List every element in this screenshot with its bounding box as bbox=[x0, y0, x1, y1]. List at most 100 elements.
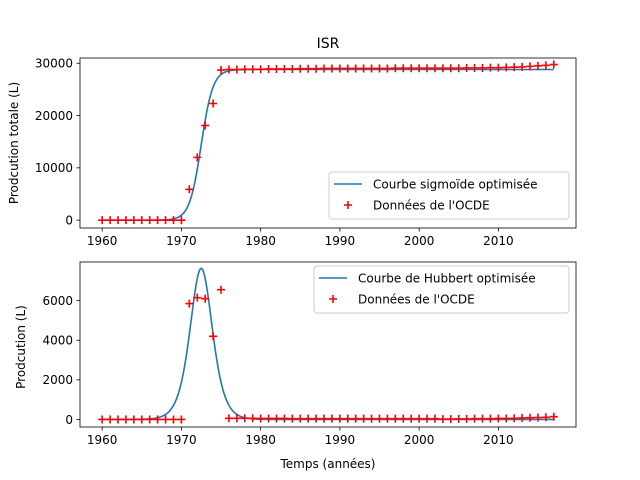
top-data-point bbox=[248, 65, 257, 74]
bottom-data-point bbox=[423, 414, 432, 423]
top-data-point bbox=[359, 64, 368, 73]
bottom-x-tick-label: 1970 bbox=[166, 433, 197, 447]
bottom-legend: Courbe de Hubbert optimisée Données de l… bbox=[313, 265, 570, 314]
bottom-subplot: Prodcution (L) Temps (années) 1960 1970 19… bbox=[14, 261, 577, 471]
bottom-data-point bbox=[518, 413, 527, 422]
top-data-point bbox=[121, 216, 130, 225]
bottom-data-point bbox=[375, 414, 384, 423]
top-data-point bbox=[177, 216, 186, 225]
top-data-point bbox=[161, 216, 170, 225]
bottom-y-tick-label: 0 bbox=[65, 413, 73, 427]
top-data-point bbox=[510, 63, 519, 72]
bottom-data-point bbox=[280, 414, 289, 423]
bottom-y-tick-label: 4000 bbox=[42, 334, 73, 348]
top-data-point bbox=[335, 64, 344, 73]
top-axes-frame bbox=[79, 57, 577, 229]
top-data-point bbox=[296, 64, 305, 73]
bottom-y-tick-label: 2000 bbox=[42, 373, 73, 387]
top-data-point bbox=[526, 62, 535, 71]
top-data-point bbox=[217, 66, 226, 75]
bottom-data-point bbox=[177, 415, 186, 424]
top-subplot: ISR Prodcution totale (L) 1960 1970 1980 19… bbox=[7, 36, 577, 248]
bottom-data-point bbox=[240, 414, 249, 423]
top-data-point bbox=[312, 64, 321, 73]
top-x-tick-label: 1990 bbox=[325, 234, 356, 248]
bottom-data-point bbox=[549, 412, 558, 421]
top-data-point bbox=[98, 216, 107, 225]
bottom-data-point bbox=[224, 414, 233, 423]
bottom-data-point bbox=[185, 299, 194, 308]
bottom-data-point bbox=[359, 414, 368, 423]
bottom-data-point bbox=[470, 414, 479, 423]
bottom-x-tick-label: 2010 bbox=[483, 433, 514, 447]
top-data-point bbox=[367, 64, 376, 73]
top-data-point bbox=[486, 63, 495, 72]
bottom-y-tick-label: 6000 bbox=[42, 294, 73, 308]
top-data-point bbox=[185, 185, 194, 194]
bottom-data-point bbox=[320, 414, 329, 423]
bottom-data-point bbox=[153, 415, 162, 424]
top-x-tick-label: 1970 bbox=[166, 234, 197, 248]
top-series-line bbox=[102, 68, 554, 221]
top-data-point bbox=[280, 64, 289, 73]
top-chart-title: ISR bbox=[317, 36, 340, 52]
top-data-point bbox=[320, 64, 329, 73]
top-data-point bbox=[209, 99, 218, 108]
top-legend-scatter-label: Données de l'OCDE bbox=[373, 199, 490, 213]
top-data-point bbox=[129, 216, 138, 225]
top-data-point bbox=[288, 64, 297, 73]
bottom-data-point bbox=[193, 293, 202, 302]
bottom-data-point bbox=[399, 414, 408, 423]
bottom-data-point bbox=[541, 413, 550, 422]
bottom-data-point bbox=[335, 414, 344, 423]
top-data-point bbox=[391, 64, 400, 73]
top-data-point bbox=[256, 65, 265, 74]
bottom-plot-area: 1960 1970 1980 1990 2000 2010 0 2000 4000 6000 bbox=[42, 261, 577, 447]
bottom-data-point bbox=[510, 414, 519, 423]
bottom-data-point bbox=[454, 414, 463, 423]
top-data-point bbox=[470, 63, 479, 72]
bottom-data-point bbox=[169, 415, 178, 424]
top-x-tick-label: 2000 bbox=[404, 234, 435, 248]
bottom-data-point bbox=[145, 415, 154, 424]
top-data-point bbox=[478, 63, 487, 72]
top-legend-marker-swatch bbox=[344, 201, 352, 209]
top-data-point bbox=[193, 153, 202, 162]
top-y-axis-label: Prodcution totale (L) bbox=[7, 82, 21, 204]
top-data-point bbox=[383, 64, 392, 73]
top-data-point bbox=[351, 64, 360, 73]
top-data-point bbox=[114, 216, 123, 225]
top-data-point bbox=[224, 65, 233, 74]
bottom-data-point bbox=[98, 415, 107, 424]
bottom-data-point bbox=[383, 414, 392, 423]
top-data-point bbox=[415, 64, 424, 73]
top-y-tick-label: 0 bbox=[65, 213, 73, 227]
bottom-data-point bbox=[526, 413, 535, 422]
top-x-tick-label: 2010 bbox=[483, 234, 514, 248]
bottom-data-point bbox=[312, 414, 321, 423]
top-data-point bbox=[272, 64, 281, 73]
top-data-point bbox=[430, 64, 439, 73]
top-data-point bbox=[462, 63, 471, 72]
top-data-point bbox=[264, 64, 273, 73]
top-data-point bbox=[240, 65, 249, 74]
top-data-point bbox=[169, 216, 178, 225]
bottom-data-point bbox=[494, 414, 503, 423]
bottom-data-point bbox=[391, 414, 400, 423]
bottom-data-point bbox=[272, 414, 281, 423]
bottom-data-point bbox=[248, 414, 257, 423]
top-plot-area: 1960 1970 1980 1990 2000 2010 0 10000 20000 30000 bbox=[35, 57, 577, 248]
bottom-data-point bbox=[129, 415, 138, 424]
top-data-point bbox=[399, 64, 408, 73]
bottom-data-point bbox=[430, 414, 439, 423]
bottom-data-point bbox=[486, 414, 495, 423]
top-data-point bbox=[304, 64, 313, 73]
bottom-data-point bbox=[161, 415, 170, 424]
bottom-data-point bbox=[407, 414, 416, 423]
top-y-tick-label: 10000 bbox=[35, 161, 73, 175]
bottom-data-point bbox=[462, 414, 471, 423]
bottom-legend-frame bbox=[313, 265, 570, 314]
bottom-legend-scatter-label: Données de l'OCDE bbox=[358, 293, 475, 307]
bottom-data-point bbox=[264, 414, 273, 423]
